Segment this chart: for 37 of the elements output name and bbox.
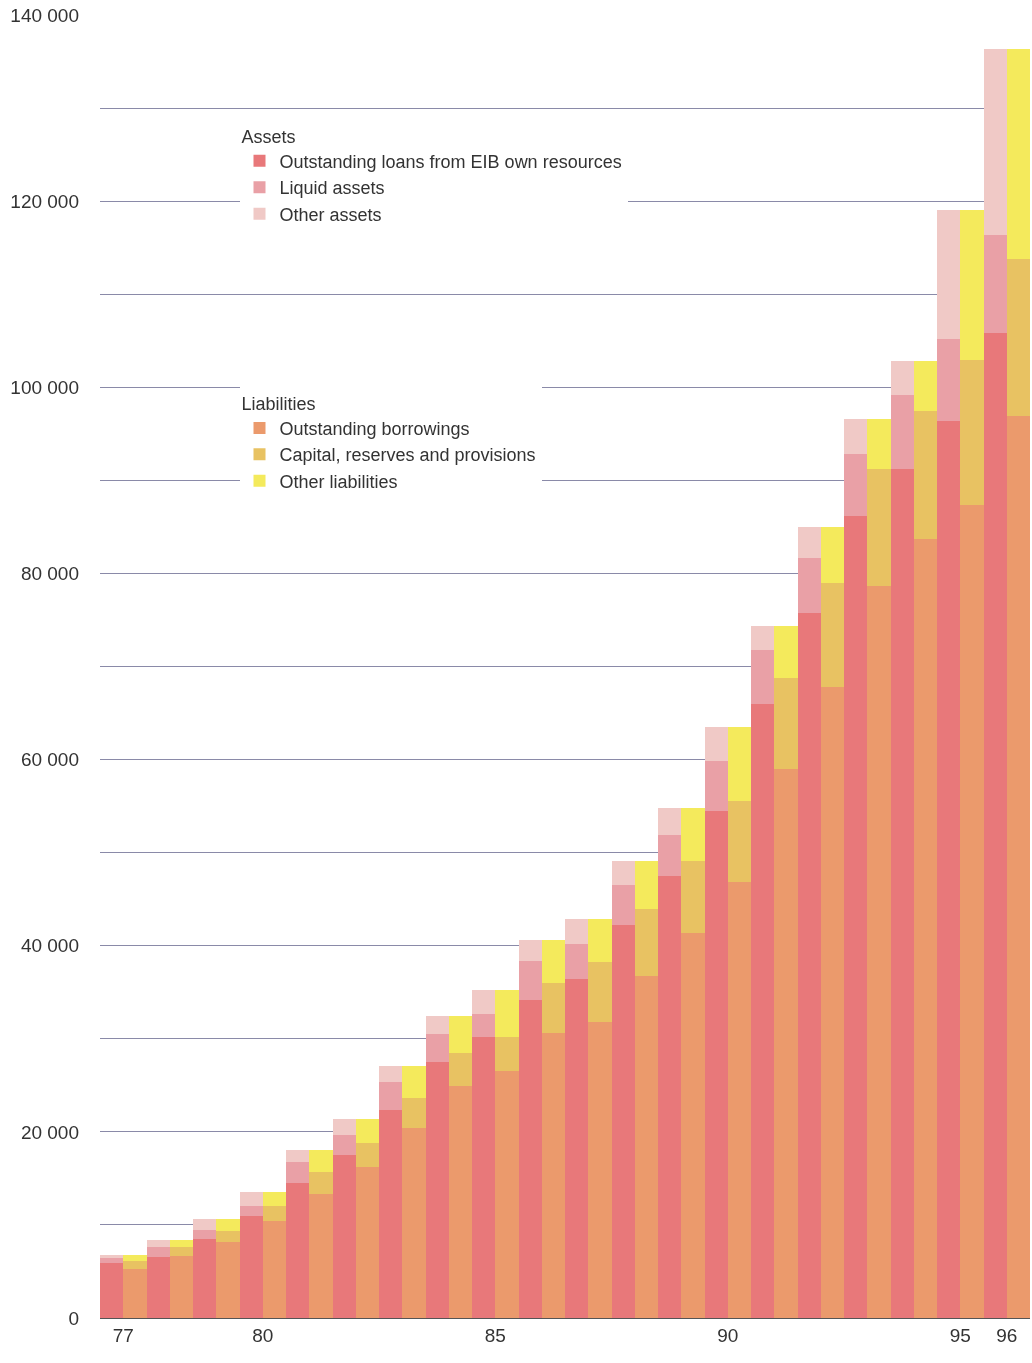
bar (495, 1037, 519, 1071)
x-tick-label: 90 (717, 1324, 739, 1346)
bar (821, 583, 844, 687)
y-tick-label: 0 (68, 1307, 79, 1329)
y-tick-label: 100 000 (10, 376, 79, 398)
bar (728, 801, 751, 882)
legend-title: Liabilities (241, 393, 316, 414)
legend-label: Other liabilities (279, 471, 398, 492)
x-tick-label: 85 (484, 1324, 506, 1346)
bar (588, 962, 612, 1022)
x-tick-label: 96 (996, 1324, 1018, 1346)
bar (867, 469, 891, 586)
bar (449, 1053, 472, 1086)
bar (681, 861, 705, 933)
bar (635, 909, 658, 976)
y-tick-label: 80 000 (20, 563, 79, 585)
bar (960, 360, 984, 505)
bar (774, 678, 798, 769)
legend-title: Assets (241, 126, 296, 147)
x-tick-label: 95 (949, 1324, 971, 1346)
legend-label: Other assets (279, 204, 382, 225)
bar (1007, 259, 1030, 416)
legend-label: Outstanding loans from EIB own resources (279, 151, 622, 172)
bar (123, 1261, 147, 1269)
legend-label: Capital, reserves and provisions (279, 445, 536, 466)
x-tick-label: 77 (112, 1324, 134, 1346)
bar (914, 411, 937, 539)
legend-label: Outstanding borrowings (279, 418, 470, 439)
y-tick-label: 20 000 (20, 1121, 79, 1143)
y-tick-label: 140 000 (10, 4, 79, 26)
bar (542, 983, 565, 1033)
x-tick-label: 80 (252, 1324, 274, 1346)
y-tick-label: 60 000 (20, 749, 79, 771)
y-tick-label: 40 000 (20, 935, 79, 957)
bar (402, 1098, 426, 1128)
legend-label: Liquid assets (279, 178, 385, 199)
y-tick-label: 120 000 (10, 190, 79, 212)
